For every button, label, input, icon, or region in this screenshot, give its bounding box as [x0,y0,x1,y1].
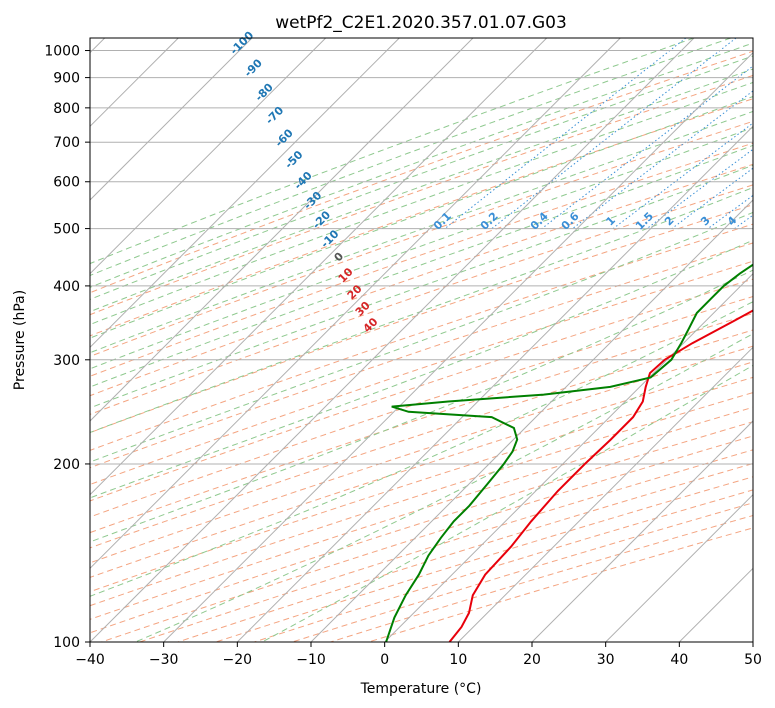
x-tick-label: −40 [75,652,105,668]
isotherm-line [90,38,548,496]
chart-title: wetPf2_C2E1.2020.357.01.07.G03 [275,13,567,33]
dry-adiabat-line [90,242,753,469]
temperature-profile-line [448,309,753,642]
y-tick-label: 900 [53,71,80,87]
moist-adiabat-line [90,68,753,313]
x-axis-label: Temperature (°C) [360,681,482,697]
x-tick-label: 20 [523,652,541,668]
moist-adiabat-line [90,38,695,265]
y-axis: 1000 900 800 700 600 500 400 300 200 100 [44,44,90,651]
moist-adiabat-line [90,186,753,434]
isotherm-line [90,38,474,422]
y-tick-label: 100 [53,635,80,651]
moist-adiabat-line [90,164,753,409]
y-tick-label: 800 [53,101,80,117]
dry-adiabat-line [90,278,753,502]
y-axis-label: Pressure (hPa) [12,290,28,390]
moist-adiabat-line [90,127,753,370]
isotherm-line [90,38,253,201]
y-tick-label: 300 [53,353,80,369]
isotherm-line [90,38,400,349]
moist-adiabat-line [90,38,731,276]
isotherm-line [457,346,753,642]
x-tick-label: 0 [380,652,389,668]
isotherm-line [236,125,753,642]
dry-adiabat-line [90,223,753,451]
y-tick-label: 1000 [44,44,80,60]
moist-adiabat-line [90,81,753,326]
dry-adiabat-line [90,184,753,415]
isotherm-line [531,420,753,642]
y-tick-label: 200 [53,457,80,473]
moist-adiabat-line [90,144,753,388]
x-tick-label: 10 [449,652,467,668]
plot-grid [90,38,753,642]
dry-adiabat-line [90,98,753,337]
x-axis: −40 −30 −20 −10 0 10 20 30 40 50 [75,642,762,668]
isotherm-line [90,38,327,275]
mixing-ratio-line [671,167,753,230]
isotherm-line [90,38,621,570]
x-tick-label: 50 [744,652,762,668]
isotherm-line [90,38,695,642]
dry-adiabat-line [90,376,753,593]
x-tick-label: −30 [149,652,179,668]
mixing-ratio-line [541,65,753,229]
x-tick-label: 40 [670,652,688,668]
x-tick-label: −20 [223,652,253,668]
moist-adiabat-line [90,211,753,463]
moist-adiabat-line [261,364,753,642]
dewpoint-profile-line [385,263,753,642]
moist-adiabat-line [135,333,753,642]
moist-adiabat-line [90,110,753,354]
mixing-ratio-line [572,90,753,229]
isotherm-line [605,493,753,642]
dry-adiabat-line [90,142,753,377]
plot-series [385,263,753,642]
dry-adiabat-line [90,50,753,294]
dry-adiabat-line [90,329,753,549]
y-tick-label: 400 [53,279,80,295]
y-tick-label: 700 [53,135,80,151]
x-tick-label: 30 [597,652,615,668]
dry-adiabat-line [90,74,753,316]
moist-adiabat-line [90,95,753,339]
plot-frame [89,37,754,643]
x-tick-label: −10 [296,652,326,668]
isotherm-line [163,51,753,642]
moist-adiabat-line [90,55,753,300]
isotherm-line [384,272,753,642]
y-tick-label: 600 [53,175,80,191]
dry-adiabat-line [90,163,753,397]
y-tick-label: 500 [53,222,80,238]
isotherm-line [310,199,753,642]
